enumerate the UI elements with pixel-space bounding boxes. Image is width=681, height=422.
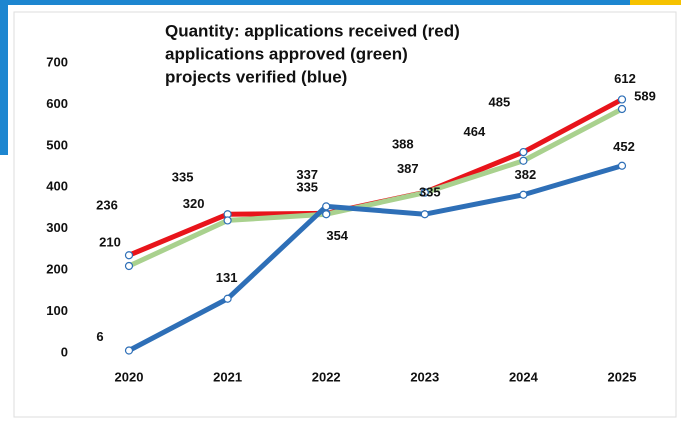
point-marker [124, 251, 134, 260]
point-marker [519, 147, 528, 157]
point-marker [617, 95, 627, 104]
x-tick-label: 2020 [115, 369, 144, 384]
y-tick-label: 100 [46, 303, 68, 318]
point-marker [519, 190, 528, 199]
point-marker [420, 210, 429, 219]
point-marker [124, 261, 134, 271]
data-label: 354 [326, 228, 348, 243]
data-label: 337 [296, 167, 318, 182]
data-label: 612 [614, 71, 636, 86]
point-marker [322, 202, 331, 211]
point-marker [124, 346, 134, 355]
chart-title: Quantity: applications received (red) [165, 21, 460, 40]
data-label: 210 [99, 234, 121, 249]
data-label: 320 [183, 196, 205, 211]
data-label: 452 [613, 139, 635, 154]
data-label: 589 [634, 88, 656, 103]
data-label: 388 [392, 137, 414, 152]
point-marker [223, 216, 232, 225]
x-tick-label: 2022 [312, 369, 341, 384]
data-label: 335 [296, 180, 318, 195]
decor-top [0, 0, 630, 5]
data-label: 387 [397, 161, 419, 176]
y-tick-label: 600 [46, 96, 68, 111]
y-tick-label: 300 [46, 220, 68, 235]
data-label: 236 [96, 198, 118, 213]
y-tick-label: 700 [46, 54, 68, 69]
series-line [127, 163, 623, 353]
point-marker [519, 156, 528, 165]
data-label: 6 [96, 329, 103, 344]
x-tick-label: 2021 [213, 369, 242, 384]
data-label: 464 [464, 124, 486, 139]
x-tick-label: 2023 [410, 369, 439, 384]
data-label: 382 [515, 167, 537, 182]
series-line [127, 106, 624, 269]
decor-top-right [630, 0, 681, 5]
point-marker [420, 188, 429, 197]
point-marker [223, 294, 232, 303]
point-marker [617, 161, 627, 170]
chart-title: applications approved (green) [165, 44, 408, 63]
y-tick-label: 500 [46, 137, 68, 152]
data-label: 485 [489, 95, 511, 110]
point-marker [617, 104, 627, 114]
data-label: 131 [216, 270, 238, 285]
plot-frame [13, 11, 677, 418]
chart-title: projects verified (blue) [165, 67, 347, 86]
data-label: 335 [419, 185, 441, 200]
decor-left [0, 0, 8, 155]
x-tick-label: 2024 [509, 369, 539, 384]
y-tick-label: 400 [46, 179, 68, 194]
y-tick-label: 0 [61, 344, 68, 359]
y-tick-label: 200 [46, 262, 68, 277]
data-label: 335 [172, 170, 194, 185]
point-marker [322, 210, 331, 219]
x-tick-label: 2025 [608, 369, 637, 384]
